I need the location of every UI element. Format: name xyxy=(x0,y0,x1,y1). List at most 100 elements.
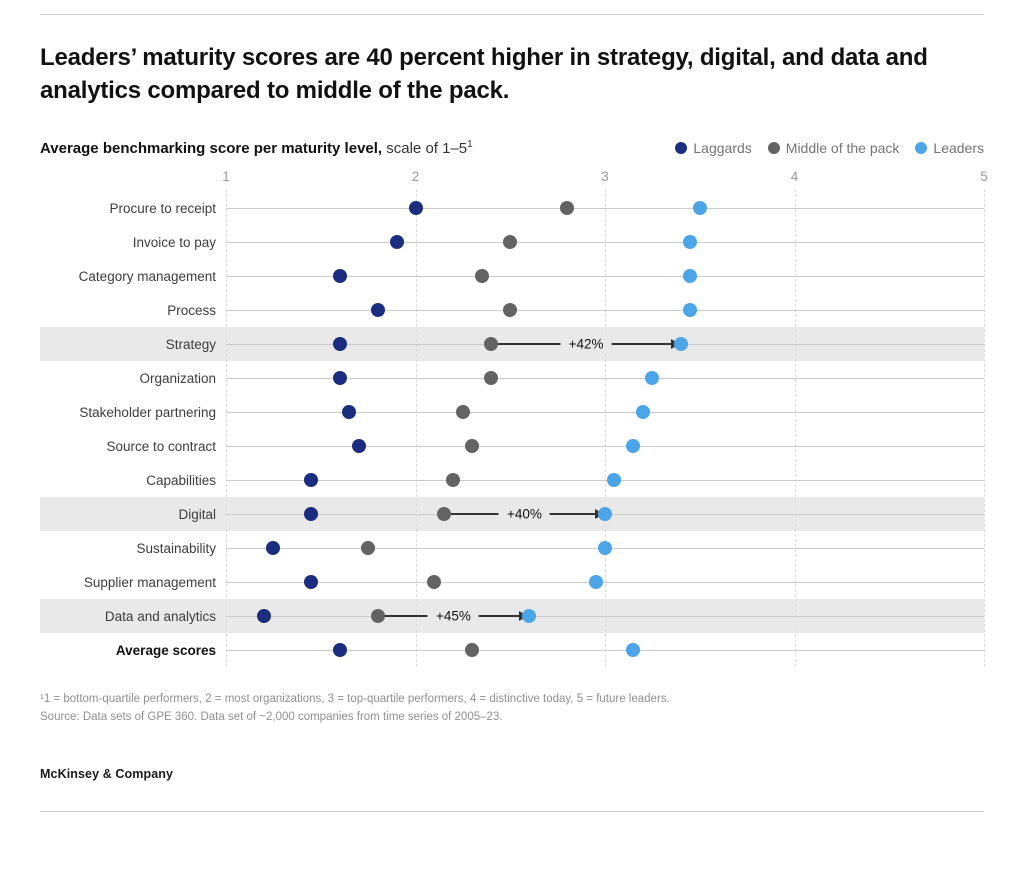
category-plot: +45% xyxy=(226,599,984,633)
legend-dot-icon xyxy=(767,142,780,155)
category-label: Strategy xyxy=(165,336,216,352)
page-title: Leaders’ maturity scores are 40 percent … xyxy=(40,44,928,105)
data-dot-middle-of-the-pack xyxy=(446,473,461,488)
x-tick-label: 4 xyxy=(790,169,799,185)
data-dot-leaders xyxy=(683,303,698,318)
chart-rows: Procure to receipt Invoice to pay Catego… xyxy=(40,191,984,667)
footnote: ¹1 = bottom-quartile performers, 2 = mos… xyxy=(40,691,984,727)
category-plot xyxy=(226,565,984,599)
category-label: Data and analytics xyxy=(104,608,216,624)
table-row: Procure to receipt xyxy=(40,191,984,225)
table-row: Strategy +42% xyxy=(40,327,984,362)
row-baseline xyxy=(226,446,984,448)
category-label: Stakeholder partnering xyxy=(79,404,216,420)
dot-plot-chart: 1 2 3 4 5 Procure to receipt Invoice to pay … xyxy=(40,167,988,668)
footnote-line-1: ¹1 = bottom-quartile performers, 2 = mos… xyxy=(40,693,670,706)
data-dot-laggards xyxy=(266,541,281,556)
data-dot-leaders xyxy=(645,371,660,386)
category-plot xyxy=(226,395,984,429)
category-label: Supplier management xyxy=(83,574,216,590)
data-dot-leaders xyxy=(626,643,641,658)
chart-header: Average benchmarking score per maturity … xyxy=(40,139,984,157)
brand-logo: McKinsey & Company xyxy=(40,766,174,781)
x-tick-label: 3 xyxy=(601,169,609,185)
table-row: Process xyxy=(40,293,984,327)
category-plot xyxy=(226,531,984,565)
data-dot-laggards xyxy=(304,575,319,590)
bottom-divider xyxy=(40,810,984,812)
legend-label: Middle of the pack xyxy=(785,140,900,157)
data-dot-leaders xyxy=(673,337,688,352)
table-row: Stakeholder partnering xyxy=(40,395,984,429)
row-baseline xyxy=(226,208,984,210)
legend-dot-icon xyxy=(675,142,688,155)
data-dot-middle-of-the-pack xyxy=(474,269,489,284)
data-dot-leaders xyxy=(607,473,622,488)
chart-subtitle-scale: scale of 1–5 xyxy=(382,140,468,158)
delta-label: +40% xyxy=(499,505,550,523)
data-dot-middle-of-the-pack xyxy=(361,541,376,556)
chart-legend: Laggards Middle of the pack Leaders xyxy=(675,140,984,156)
category-label: Category management xyxy=(78,268,216,284)
category-plot xyxy=(226,191,984,225)
row-baseline xyxy=(226,310,984,312)
data-dot-leaders xyxy=(598,541,612,556)
row-baseline xyxy=(226,412,984,414)
top-divider xyxy=(40,14,984,15)
data-dot-leaders xyxy=(588,575,603,590)
table-row: Organization xyxy=(40,361,984,395)
category-plot: +40% xyxy=(226,497,984,531)
data-dot-laggards xyxy=(332,269,347,284)
data-dot-leaders xyxy=(635,405,650,420)
category-plot xyxy=(226,293,984,327)
data-dot-laggards xyxy=(370,303,385,318)
data-dot-laggards xyxy=(342,405,357,420)
category-label: Sustainability xyxy=(136,540,216,556)
category-plot xyxy=(226,361,984,395)
table-row: Data and analytics +45% xyxy=(40,599,984,634)
category-label: Process xyxy=(167,302,216,318)
category-plot xyxy=(226,429,984,463)
legend-item: Middle of the pack xyxy=(767,140,900,157)
table-row: Supplier management xyxy=(40,565,984,599)
table-row: Category management xyxy=(40,259,984,293)
data-dot-leaders xyxy=(626,439,641,454)
row-baseline xyxy=(226,480,984,482)
data-dot-laggards xyxy=(332,371,347,386)
chart-subtitle: Average benchmarking score per maturity … xyxy=(40,139,473,157)
gridline xyxy=(984,189,985,668)
data-dot-middle-of-the-pack xyxy=(560,201,575,216)
x-axis: 1 2 3 4 5 xyxy=(222,167,988,191)
row-baseline xyxy=(226,242,984,244)
category-plot xyxy=(226,463,984,497)
plot-area: Procure to receipt Invoice to pay Catego… xyxy=(40,189,985,668)
category-label: Average scores xyxy=(115,642,216,658)
data-dot-middle-of-the-pack xyxy=(455,405,470,420)
legend-dot-icon xyxy=(915,142,928,155)
x-tick-label: 5 xyxy=(980,169,988,185)
category-plot: +42% xyxy=(226,327,984,361)
data-dot-middle-of-the-pack xyxy=(427,575,442,590)
legend-label: Leaders xyxy=(933,140,984,157)
table-row: Average scores xyxy=(40,633,984,667)
data-dot-laggards xyxy=(332,643,347,658)
legend-item: Laggards xyxy=(675,140,752,156)
table-row: Sustainability xyxy=(40,531,984,565)
footnote-line-2: Source: Data sets of GPE 360. Data set o… xyxy=(40,711,503,724)
data-dot-middle-of-the-pack xyxy=(484,371,499,386)
data-dot-laggards xyxy=(304,473,319,488)
data-dot-laggards xyxy=(389,235,404,250)
table-row: Digital +40% xyxy=(40,497,984,532)
category-plot xyxy=(226,633,984,667)
category-label: Procure to receipt xyxy=(109,200,216,216)
data-dot-laggards xyxy=(332,337,347,352)
data-dot-laggards xyxy=(408,201,423,216)
data-dot-middle-of-the-pack xyxy=(436,507,451,522)
category-plot xyxy=(226,225,984,259)
data-dot-leaders xyxy=(522,609,537,624)
data-dot-leaders xyxy=(692,201,707,216)
data-dot-middle-of-the-pack xyxy=(465,439,480,454)
footnote-marker: 1 xyxy=(467,139,473,151)
data-dot-middle-of-the-pack xyxy=(484,337,499,352)
data-dot-leaders xyxy=(598,507,612,522)
